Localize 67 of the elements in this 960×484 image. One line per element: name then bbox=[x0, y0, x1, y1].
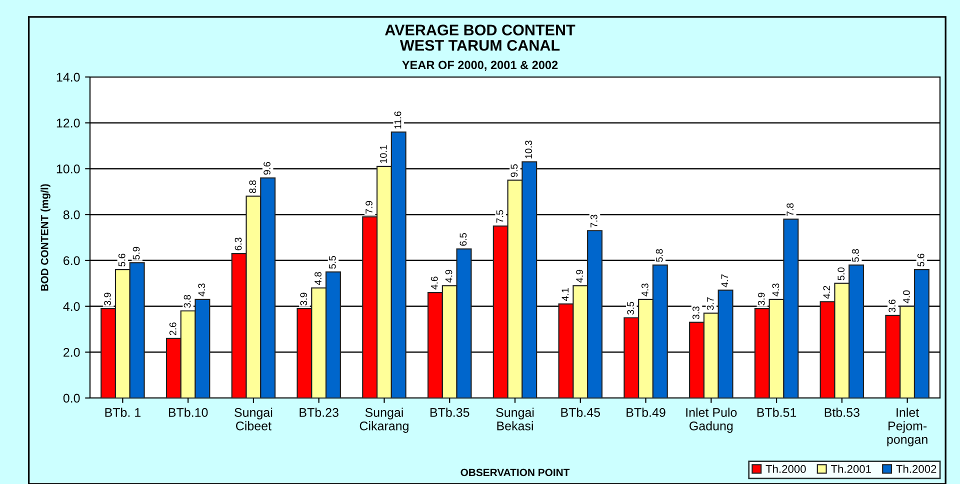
data-label: 8.8 bbox=[249, 180, 256, 194]
data-label: 3.8 bbox=[184, 295, 191, 308]
data-label: 7.8 bbox=[786, 203, 794, 216]
data-label: 5.8 bbox=[656, 249, 663, 262]
data-label: 3.9 bbox=[104, 292, 111, 306]
data-label: 3.5 bbox=[627, 302, 634, 315]
y-axis-title: BOD CONTENT (mg/l) bbox=[40, 184, 50, 291]
data-label: 4.3 bbox=[772, 284, 780, 296]
x-tick-label: Inlet Pulo Gadung bbox=[686, 408, 737, 433]
data-label: 11.6 bbox=[394, 111, 402, 129]
chart-subtitle: YEAR OF 2000, 2001 & 2002 bbox=[402, 60, 558, 71]
y-tick-label: 0.0 bbox=[63, 394, 80, 403]
data-label: 5.8 bbox=[852, 249, 859, 262]
y-tick-label: 12.0 bbox=[56, 118, 80, 128]
data-label: 10.3 bbox=[525, 140, 532, 158]
y-tick-label: 8.0 bbox=[63, 210, 80, 220]
x-tick-label: Sungai Bekasi bbox=[496, 408, 534, 430]
x-tick-label: BTb.10 bbox=[168, 408, 208, 417]
x-tick-label: BTb. 1 bbox=[105, 408, 140, 417]
data-label: 4.8 bbox=[314, 272, 322, 285]
x-tick-label: Btb.53 bbox=[824, 408, 860, 417]
data-label: 9.6 bbox=[264, 162, 270, 175]
data-label: 5.9 bbox=[132, 246, 140, 260]
legend-label: Th.2000 bbox=[766, 464, 806, 473]
data-label: 7.3 bbox=[590, 214, 598, 228]
data-label: 3.7 bbox=[706, 297, 714, 310]
data-label: 10.1 bbox=[380, 145, 387, 163]
data-label: 4.7 bbox=[721, 274, 728, 288]
chart-title: AVERAGE BOD CONTENT WEST TARUM CANAL bbox=[385, 24, 576, 51]
data-label: 4.1 bbox=[562, 288, 569, 301]
data-label: 3.9 bbox=[300, 292, 308, 306]
x-tick-label: BTb.45 bbox=[561, 408, 600, 417]
x-axis-title: OBSERVATION POINT bbox=[460, 468, 570, 476]
data-label: 3.9 bbox=[758, 292, 765, 306]
data-label: 9.5 bbox=[510, 164, 518, 177]
data-label: 4.6 bbox=[430, 276, 438, 290]
data-label: 4.9 bbox=[445, 270, 452, 283]
data-label: 4.9 bbox=[576, 270, 583, 283]
data-label: 4.2 bbox=[823, 286, 830, 299]
data-label: 2.6 bbox=[169, 322, 176, 336]
data-label: 3.6 bbox=[888, 300, 896, 312]
data-label: 3.3 bbox=[692, 306, 700, 320]
data-label: 5.0 bbox=[838, 267, 845, 280]
data-label: 6.3 bbox=[234, 238, 242, 250]
x-tick-label: Sungai Cikarang bbox=[360, 408, 408, 433]
x-tick-label: BTb.23 bbox=[300, 408, 338, 417]
y-tick-label: 4.0 bbox=[63, 302, 80, 311]
data-label: 4.3 bbox=[641, 284, 648, 296]
y-tick-label: 6.0 bbox=[64, 256, 80, 266]
data-label: 6.5 bbox=[460, 233, 467, 246]
y-tick-label: 10.0 bbox=[56, 164, 80, 174]
x-tick-label: Sungai Cibeet bbox=[234, 408, 272, 430]
x-tick-label: BTb.35 bbox=[430, 408, 470, 417]
data-label: 5.6 bbox=[118, 254, 126, 266]
legend-label: Th.2002 bbox=[896, 464, 936, 473]
x-tick-label: BTb.49 bbox=[626, 408, 666, 417]
data-label: 7.5 bbox=[496, 210, 504, 223]
x-tick-label: BTb.51 bbox=[757, 408, 796, 417]
data-label: 5.5 bbox=[329, 256, 336, 269]
legend-label: Th.2001 bbox=[830, 464, 871, 473]
data-label: 4.0 bbox=[903, 290, 910, 304]
y-tick-label: 14.0 bbox=[56, 72, 80, 82]
data-label: 4.3 bbox=[198, 284, 206, 296]
x-tick-label: Inlet Pejom- pongan bbox=[887, 408, 928, 446]
y-tick-label: 2.0 bbox=[64, 348, 80, 357]
data-label: 5.6 bbox=[917, 254, 924, 266]
data-label: 7.9 bbox=[366, 201, 372, 214]
